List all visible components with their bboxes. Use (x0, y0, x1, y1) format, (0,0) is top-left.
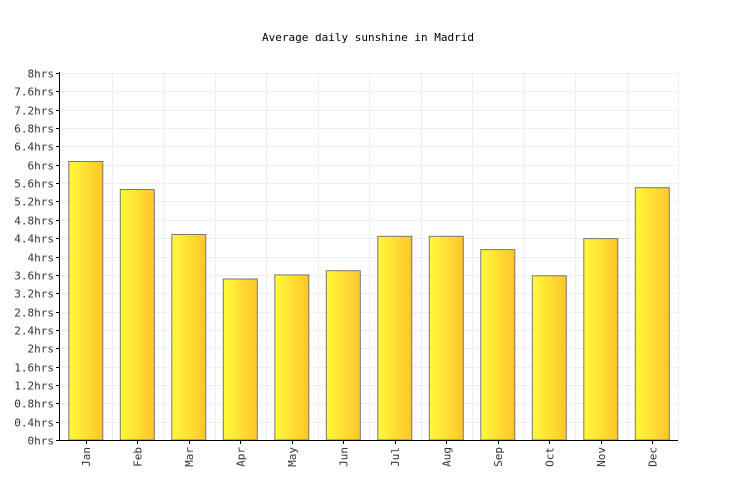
bar-jul (377, 235, 413, 441)
x-tick-label: Jun (337, 447, 350, 467)
x-tick-label: Apr (234, 447, 247, 467)
y-tick-label: 4.4hrs (14, 233, 54, 246)
grid-lines (60, 73, 679, 440)
y-tick-label: 2.8hrs (14, 307, 54, 320)
bar-oct (531, 275, 567, 441)
bar-mar (171, 234, 207, 441)
y-tick-label: 2.4hrs (14, 325, 54, 338)
y-tick-label: 6.8hrs (14, 123, 54, 136)
y-tick-label: 7.6hrs (14, 86, 54, 99)
y-tick-label: 4.8hrs (14, 215, 54, 228)
y-tick-label: 2hrs (28, 343, 55, 356)
y-tick-label: 0hrs (28, 435, 55, 448)
y-tick-label: 3.6hrs (14, 270, 54, 283)
bar-feb (119, 189, 155, 441)
y-tick-label: 0.4hrs (14, 417, 54, 430)
x-tick-label: Mar (183, 447, 196, 467)
y-tick-label: 3.2hrs (14, 288, 54, 301)
bar-jan (68, 161, 104, 441)
bar-dec (634, 187, 670, 441)
y-tick-label: 1.2hrs (14, 380, 54, 393)
y-tick-label: 8hrs (28, 68, 55, 81)
bar-aug (428, 235, 464, 441)
y-tick-label: 6.4hrs (14, 141, 54, 154)
y-tick-label: 1.6hrs (14, 362, 54, 375)
y-tick-label: 7.2hrs (14, 105, 54, 118)
bar-nov (583, 238, 619, 441)
bars (68, 161, 670, 441)
x-tick-label: May (286, 447, 299, 467)
bar-jun (325, 270, 361, 441)
y-tick-label: 6hrs (28, 160, 55, 173)
y-tick-label: 5.6hrs (14, 178, 54, 191)
x-tick-label: Jan (80, 447, 93, 467)
axes (59, 72, 678, 441)
y-tick-label: 0.8hrs (14, 398, 54, 411)
y-tick-label: 4hrs (28, 252, 55, 265)
x-tick-label: Nov (595, 447, 608, 467)
x-tick-label: Aug (440, 447, 453, 467)
bar-may (274, 274, 310, 441)
x-tick-label: Feb (131, 447, 144, 467)
x-tick-label: Jul (389, 447, 402, 467)
x-tick-labels: Jan Feb Mar Apr May Jun Jul Aug Sep Oct Nov Dec (80, 440, 659, 467)
x-tick-label: Oct (543, 447, 556, 467)
x-tick-label: Sep (492, 447, 505, 467)
y-tick-label: 5.2hrs (14, 196, 54, 209)
bar-apr (222, 278, 258, 441)
x-tick-label: Dec (646, 447, 659, 467)
chart-title: Average daily sunshine in Madrid (262, 31, 474, 44)
bar-sep (480, 249, 516, 441)
y-tick-labels: 0hrs 0.4hrs 0.8hrs 1.2hrs 1.6hrs 2hrs 2.4hrs 2.… (14, 68, 60, 448)
